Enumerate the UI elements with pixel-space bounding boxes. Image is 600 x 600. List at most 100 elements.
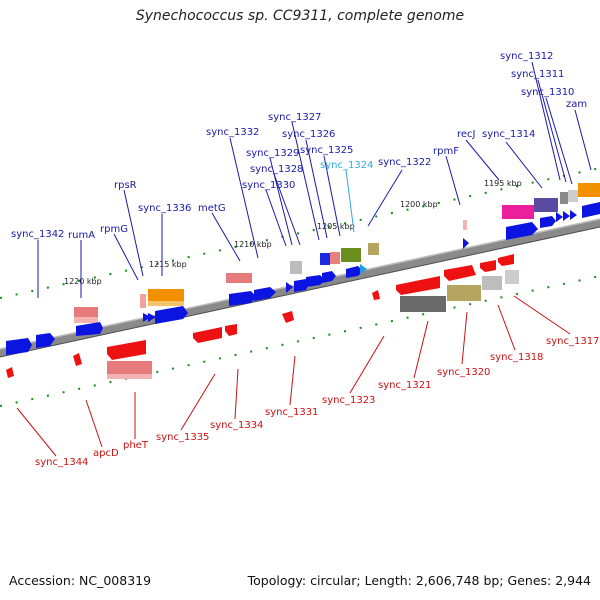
reverse-genes	[6, 254, 519, 379]
gene-block	[320, 253, 330, 265]
gene-arrow	[463, 238, 469, 249]
gene-label-sync-1327: sync_1327	[268, 112, 321, 123]
gene-label-sync-1336: sync_1336	[138, 203, 191, 214]
page-title: Synechococcus sp. CC9311, complete genom…	[135, 8, 465, 24]
gene-block	[560, 192, 568, 204]
gene-block	[502, 205, 534, 219]
gene-block	[140, 294, 146, 308]
gene-arrow	[582, 202, 600, 218]
gene-block	[482, 276, 502, 290]
gene-arrow	[73, 353, 82, 366]
gene-arrow	[254, 287, 276, 301]
gene-arrow	[556, 212, 563, 222]
gene-arrow	[360, 264, 367, 274]
gene-arrow	[540, 216, 556, 228]
gene-block	[505, 270, 519, 284]
gene-label-sync-1334: sync_1334	[210, 420, 263, 431]
gene-arrow	[294, 279, 309, 292]
gene-arrow	[306, 275, 325, 287]
gene-label-sync-1317: sync_1317	[546, 336, 599, 347]
gene-arrow	[107, 340, 146, 360]
gene-arrow	[506, 222, 538, 240]
gene-label-sync-1323: sync_1323	[322, 395, 375, 406]
gene-label-sync-1314: sync_1314	[482, 129, 535, 140]
gene-arrow	[143, 313, 151, 322]
gene-label-rpsr: rpsR	[114, 180, 137, 191]
gene-arrow	[480, 260, 496, 272]
gene-block	[226, 273, 252, 283]
gene-label-sync-1328: sync_1328	[250, 164, 303, 175]
gene-block	[330, 252, 340, 264]
kbp-label: 1200 kbp	[400, 200, 438, 209]
gene-block	[368, 243, 379, 255]
kbp-label: 1210 kbp	[234, 240, 272, 249]
gene-arrow	[148, 313, 156, 322]
highlight-connector	[345, 169, 355, 233]
gene-arrow	[36, 333, 55, 348]
gene-arrow	[193, 327, 222, 343]
gene-label-sync-1344: sync_1344	[35, 457, 88, 468]
gene-label-phet: pheT	[123, 440, 149, 451]
forward-genes	[6, 183, 600, 355]
gene-arrow	[396, 276, 440, 295]
reverse-connectors	[16, 295, 571, 457]
accession-text: Accession: NC_008319	[9, 573, 152, 588]
gene-label-sync-1321: sync_1321	[378, 380, 431, 391]
gene-block	[107, 374, 152, 379]
gene-label-sync-1326: sync_1326	[282, 129, 335, 140]
gene-arrow	[6, 367, 14, 378]
gene-label-sync-1342: sync_1342	[11, 229, 64, 240]
gene-block	[290, 261, 302, 274]
gene-label-sync-1325: sync_1325	[300, 145, 353, 156]
gene-block	[400, 296, 446, 312]
gene-label-recj: recJ	[457, 129, 476, 140]
gene-block	[74, 317, 98, 323]
gene-arrow	[563, 211, 570, 221]
topology-text: Topology: circular; Length: 2,606,748 bp…	[247, 573, 591, 588]
gene-block	[578, 183, 600, 197]
gene-block	[74, 307, 98, 317]
gene-block	[148, 301, 184, 306]
gene-label-sync-1311: sync_1311	[511, 69, 564, 80]
kbp-ticks: 1220 kbp 1215 kbp 1210 kbp 1205 kbp 1200…	[64, 179, 522, 286]
gene-arrow	[286, 282, 293, 293]
gene-arrow	[498, 254, 514, 266]
gene-arrow	[225, 324, 237, 336]
gene-arrow	[372, 290, 380, 300]
gene-arrow	[570, 210, 577, 220]
gene-arrow	[322, 271, 336, 283]
kbp-label: 1205 kbp	[317, 222, 355, 231]
gene-arrow	[444, 265, 476, 281]
gene-label-sync-1310: sync_1310	[521, 87, 574, 98]
gene-label-rpmf: rpmF	[433, 146, 459, 157]
gene-label-sync-1329: sync_1329	[246, 148, 299, 159]
kbp-label: 1215 kbp	[149, 260, 187, 269]
gene-label-sync-1335: sync_1335	[156, 432, 209, 443]
gene-block	[447, 285, 481, 301]
gene-label-rpmg: rpmG	[100, 224, 128, 235]
gene-block	[534, 198, 558, 212]
gene-block	[148, 289, 184, 301]
gene-block	[341, 248, 361, 262]
gene-arrow	[229, 291, 256, 306]
lower-guide-track	[0, 275, 600, 407]
gene-label-zam: zam	[566, 99, 587, 110]
gene-label-sync-1332: sync_1332	[206, 127, 259, 138]
forward-connectors	[37, 61, 592, 298]
gene-label-sync-1324: sync_1324	[320, 160, 373, 171]
gene-label-ruma: rumA	[68, 230, 95, 241]
gene-label-sync-1322: sync_1322	[378, 157, 431, 168]
gene-label-metg: metG	[198, 203, 226, 214]
kbp-label: 1220 kbp	[64, 277, 102, 286]
gene-label-sync-1312: sync_1312	[500, 51, 553, 62]
gene-arrow	[346, 266, 363, 278]
gene-block	[463, 220, 467, 230]
gene-arrow	[155, 306, 188, 324]
gene-block	[107, 361, 152, 374]
gene-arrow	[6, 338, 32, 355]
gene-block	[568, 190, 578, 202]
kbp-label: 1195 kbp	[484, 179, 522, 188]
gene-arrow	[282, 311, 294, 323]
gene-arrow	[76, 322, 103, 336]
